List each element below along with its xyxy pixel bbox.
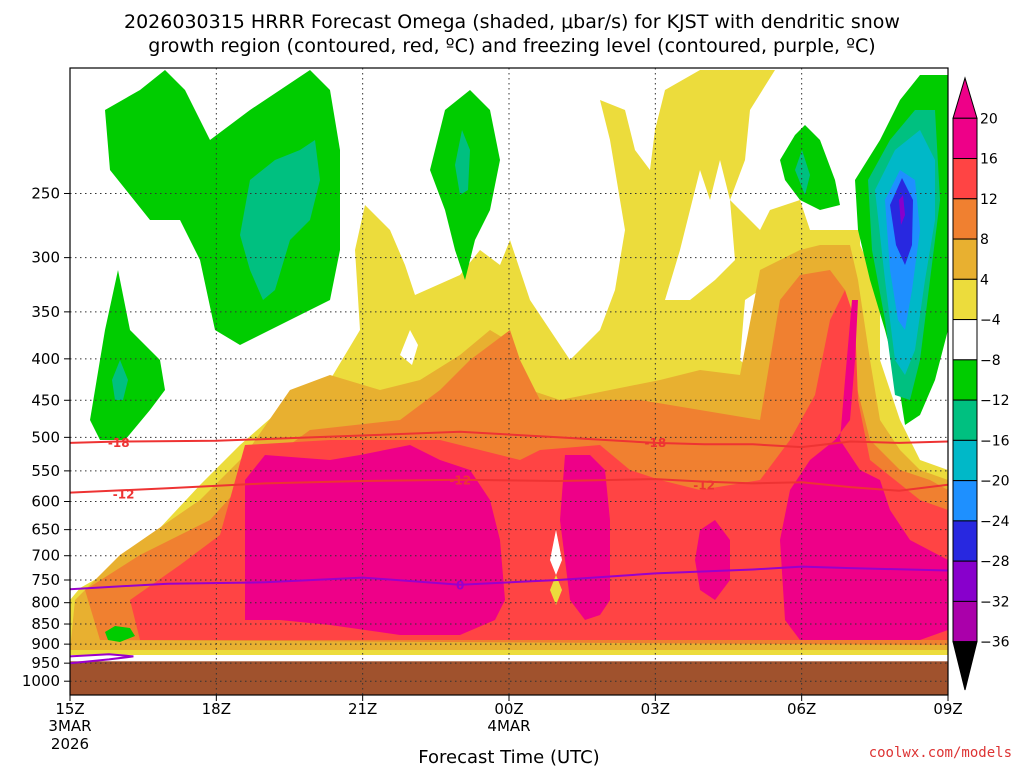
omega-hole — [665, 160, 735, 300]
chart-title-line2: growth region (contoured, red, ºC) and f… — [148, 35, 875, 57]
contour-line — [70, 430, 948, 449]
y-tick-label: 550 — [31, 462, 60, 480]
omega-hole — [520, 120, 565, 220]
y-tick-label: 1000 — [22, 672, 60, 690]
colorbar-label: −8 — [980, 353, 1001, 369]
colorbar-box — [952, 238, 978, 280]
y-tick-label: 250 — [31, 184, 60, 202]
omega-hole — [570, 180, 595, 250]
colorbar-box — [952, 117, 978, 160]
x-tick-label: 00Z — [494, 700, 523, 718]
y-tick-label: 400 — [31, 350, 60, 368]
colorbar-box — [952, 198, 978, 240]
colorbar-label: −36 — [980, 635, 1010, 651]
omega-region-neg8-neg12 — [455, 130, 470, 195]
x-tick-label: 06Z — [787, 700, 816, 718]
colorbar-extension-bottom — [952, 641, 978, 691]
credit-link[interactable]: coolwx.com/models — [869, 745, 1012, 761]
y-tick-label: 750 — [31, 571, 60, 589]
colorbar-box — [952, 278, 978, 321]
omega-hole — [400, 330, 418, 365]
omega-shading — [70, 70, 948, 695]
colorbar-label: −28 — [980, 554, 1010, 570]
colorbar-label: −12 — [980, 393, 1010, 409]
x-tick-label: 21Z — [348, 700, 377, 718]
colorbar-box — [952, 158, 978, 200]
colorbar-label: −32 — [980, 594, 1010, 610]
colorbar-box — [952, 520, 978, 562]
contour-lines: -18 -18 -12 -12 -12 0 — [70, 430, 948, 665]
contour-label: -12 — [113, 487, 135, 501]
colorbar-label: 20 — [980, 111, 998, 127]
x-tick-label: 03Z — [641, 700, 670, 718]
y-tick-label: 900 — [31, 635, 60, 653]
x-tick-year: 2026 — [51, 735, 89, 753]
contour-label: -12 — [449, 473, 471, 487]
chart-title-line1: 2026030315 HRRR Forecast Omega (shaded, … — [124, 11, 900, 33]
contour-line — [70, 565, 948, 591]
colorbar-box — [952, 480, 978, 522]
colorbar-label: −20 — [980, 474, 1010, 490]
omega-region-neg4-neg8 — [105, 626, 135, 642]
contour-label: -18 — [108, 436, 130, 450]
y-tick-label: 600 — [31, 492, 60, 510]
x-tick-label: 15Z — [55, 700, 84, 718]
colorbar-box — [952, 560, 978, 602]
colorbar-label: 12 — [980, 192, 998, 208]
omega-region-neg24-neg28 — [899, 195, 905, 225]
y-tick-label: 700 — [31, 547, 60, 565]
colorbar-box — [952, 319, 978, 361]
omega-region-neg4-neg8 — [780, 125, 840, 210]
contour-label: -12 — [693, 478, 715, 492]
colorbar-box — [952, 600, 978, 643]
colorbar-extension-top — [952, 76, 978, 119]
y-tick-label: 950 — [31, 654, 60, 672]
omega-region-neg4-neg8 — [105, 70, 340, 345]
colorbar-box — [952, 399, 978, 441]
colorbar-box — [952, 439, 978, 482]
gridlines — [69, 68, 949, 695]
omega-region-neg8-neg12 — [240, 140, 320, 300]
y-tick-label: 800 — [31, 594, 60, 612]
colorbar-label: −24 — [980, 514, 1010, 530]
omega-region-gt20 — [245, 445, 505, 635]
contour-line — [70, 478, 948, 494]
contour-line — [70, 653, 134, 665]
omega-pocket — [550, 575, 562, 605]
colorbar-label: 16 — [980, 152, 998, 168]
y-tick-label: 500 — [31, 428, 60, 446]
y-tick-label: 850 — [31, 615, 60, 633]
omega-region-gt20 — [780, 300, 948, 640]
y-tick-label: 450 — [31, 391, 60, 409]
colorbar-box — [952, 359, 978, 401]
omega-region-neg8-neg12 — [795, 150, 810, 195]
omega-region-neg4-neg8 — [90, 270, 165, 440]
y-tick-label: 300 — [31, 249, 60, 267]
x-tick-label: 09Z — [933, 700, 962, 718]
colorbar-label: −16 — [980, 433, 1010, 449]
x-tick-date: 3MAR — [48, 717, 91, 735]
colorbar-label: −4 — [980, 313, 1001, 329]
x-tick-label: 18Z — [202, 700, 231, 718]
contour-label: 0 — [456, 579, 464, 593]
contour-label: -18 — [644, 436, 666, 450]
omega-region-neg8-neg12 — [112, 360, 128, 400]
y-tick-label: 350 — [31, 303, 60, 321]
x-tick-date: 4MAR — [487, 717, 530, 735]
y-axis: 250 300 350 400 450 500 550 600 650 700 750 800 850 9… — [22, 184, 70, 690]
x-axis-title: Forecast Time (UTC) — [418, 747, 599, 768]
omega-hole — [550, 530, 562, 575]
colorbar: 20 16 12 8 4 −4 −8 −12 −16 −20 −24 −28 −32 −36 — [952, 76, 1010, 691]
colorbar-label: 4 — [980, 272, 989, 288]
y-tick-label: 650 — [31, 521, 60, 539]
colorbar-label: 8 — [980, 232, 989, 248]
